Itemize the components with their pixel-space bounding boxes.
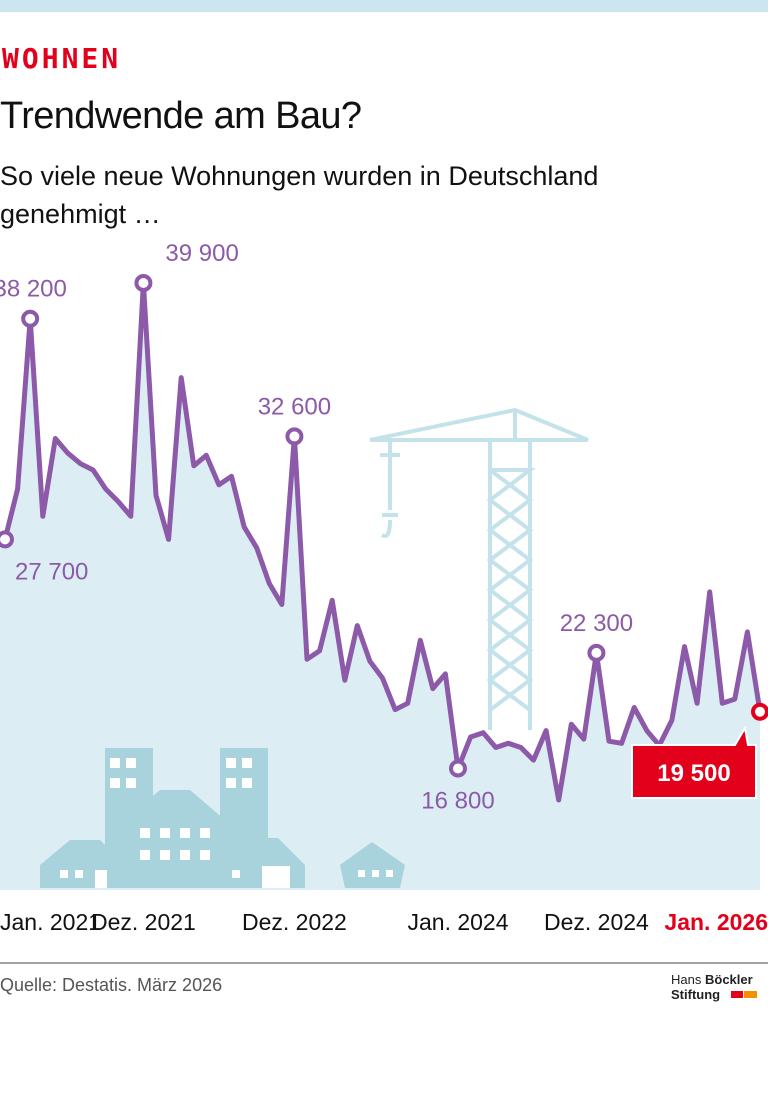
line [2,280,763,803]
data-label: 16 800 [421,787,494,814]
label-box [631,725,757,799]
data-label: 19 500 [657,760,730,787]
data-label: 27 700 [15,558,88,585]
x-tick-label: Dez. 2024 [544,909,649,935]
x-tick-label: Jan. 2024 [407,909,508,935]
marker [21,309,40,328]
logo-text: Hans [671,972,702,987]
logo-text: Böckler [705,972,753,987]
subtitle: So viele neue Wohnungen wurden in Deutsc… [0,161,598,229]
svg-text:Hans Böckler: Hans Böckler [671,972,753,987]
marker [285,427,304,446]
marker [0,530,14,549]
x-tick-label: Jan. 2026 [664,909,768,935]
source: Quelle: Destatis. März 2026 [0,975,222,995]
data-label: 22 300 [560,610,633,637]
marker [449,759,467,778]
x-tick-label: Jan. 2021 [0,909,101,935]
top-strip [0,0,768,12]
buildings [40,748,405,888]
crane [369,407,589,730]
x-tick-label: Dez. 2021 [91,909,196,935]
data-label: 32 600 [258,393,331,420]
data-label: 39 900 [165,240,238,267]
data-label: 38 200 [0,276,67,303]
logo-text: Stiftung [671,987,720,1002]
marker [134,274,153,292]
marker [751,702,768,721]
x-tick-label: Dez. 2022 [242,909,347,935]
marker [587,643,606,662]
chart-title: Trendwende am Bau? [0,95,362,137]
kicker: WOHNEN [2,42,121,75]
logo: Hans Böckler Stiftung [671,972,757,1002]
